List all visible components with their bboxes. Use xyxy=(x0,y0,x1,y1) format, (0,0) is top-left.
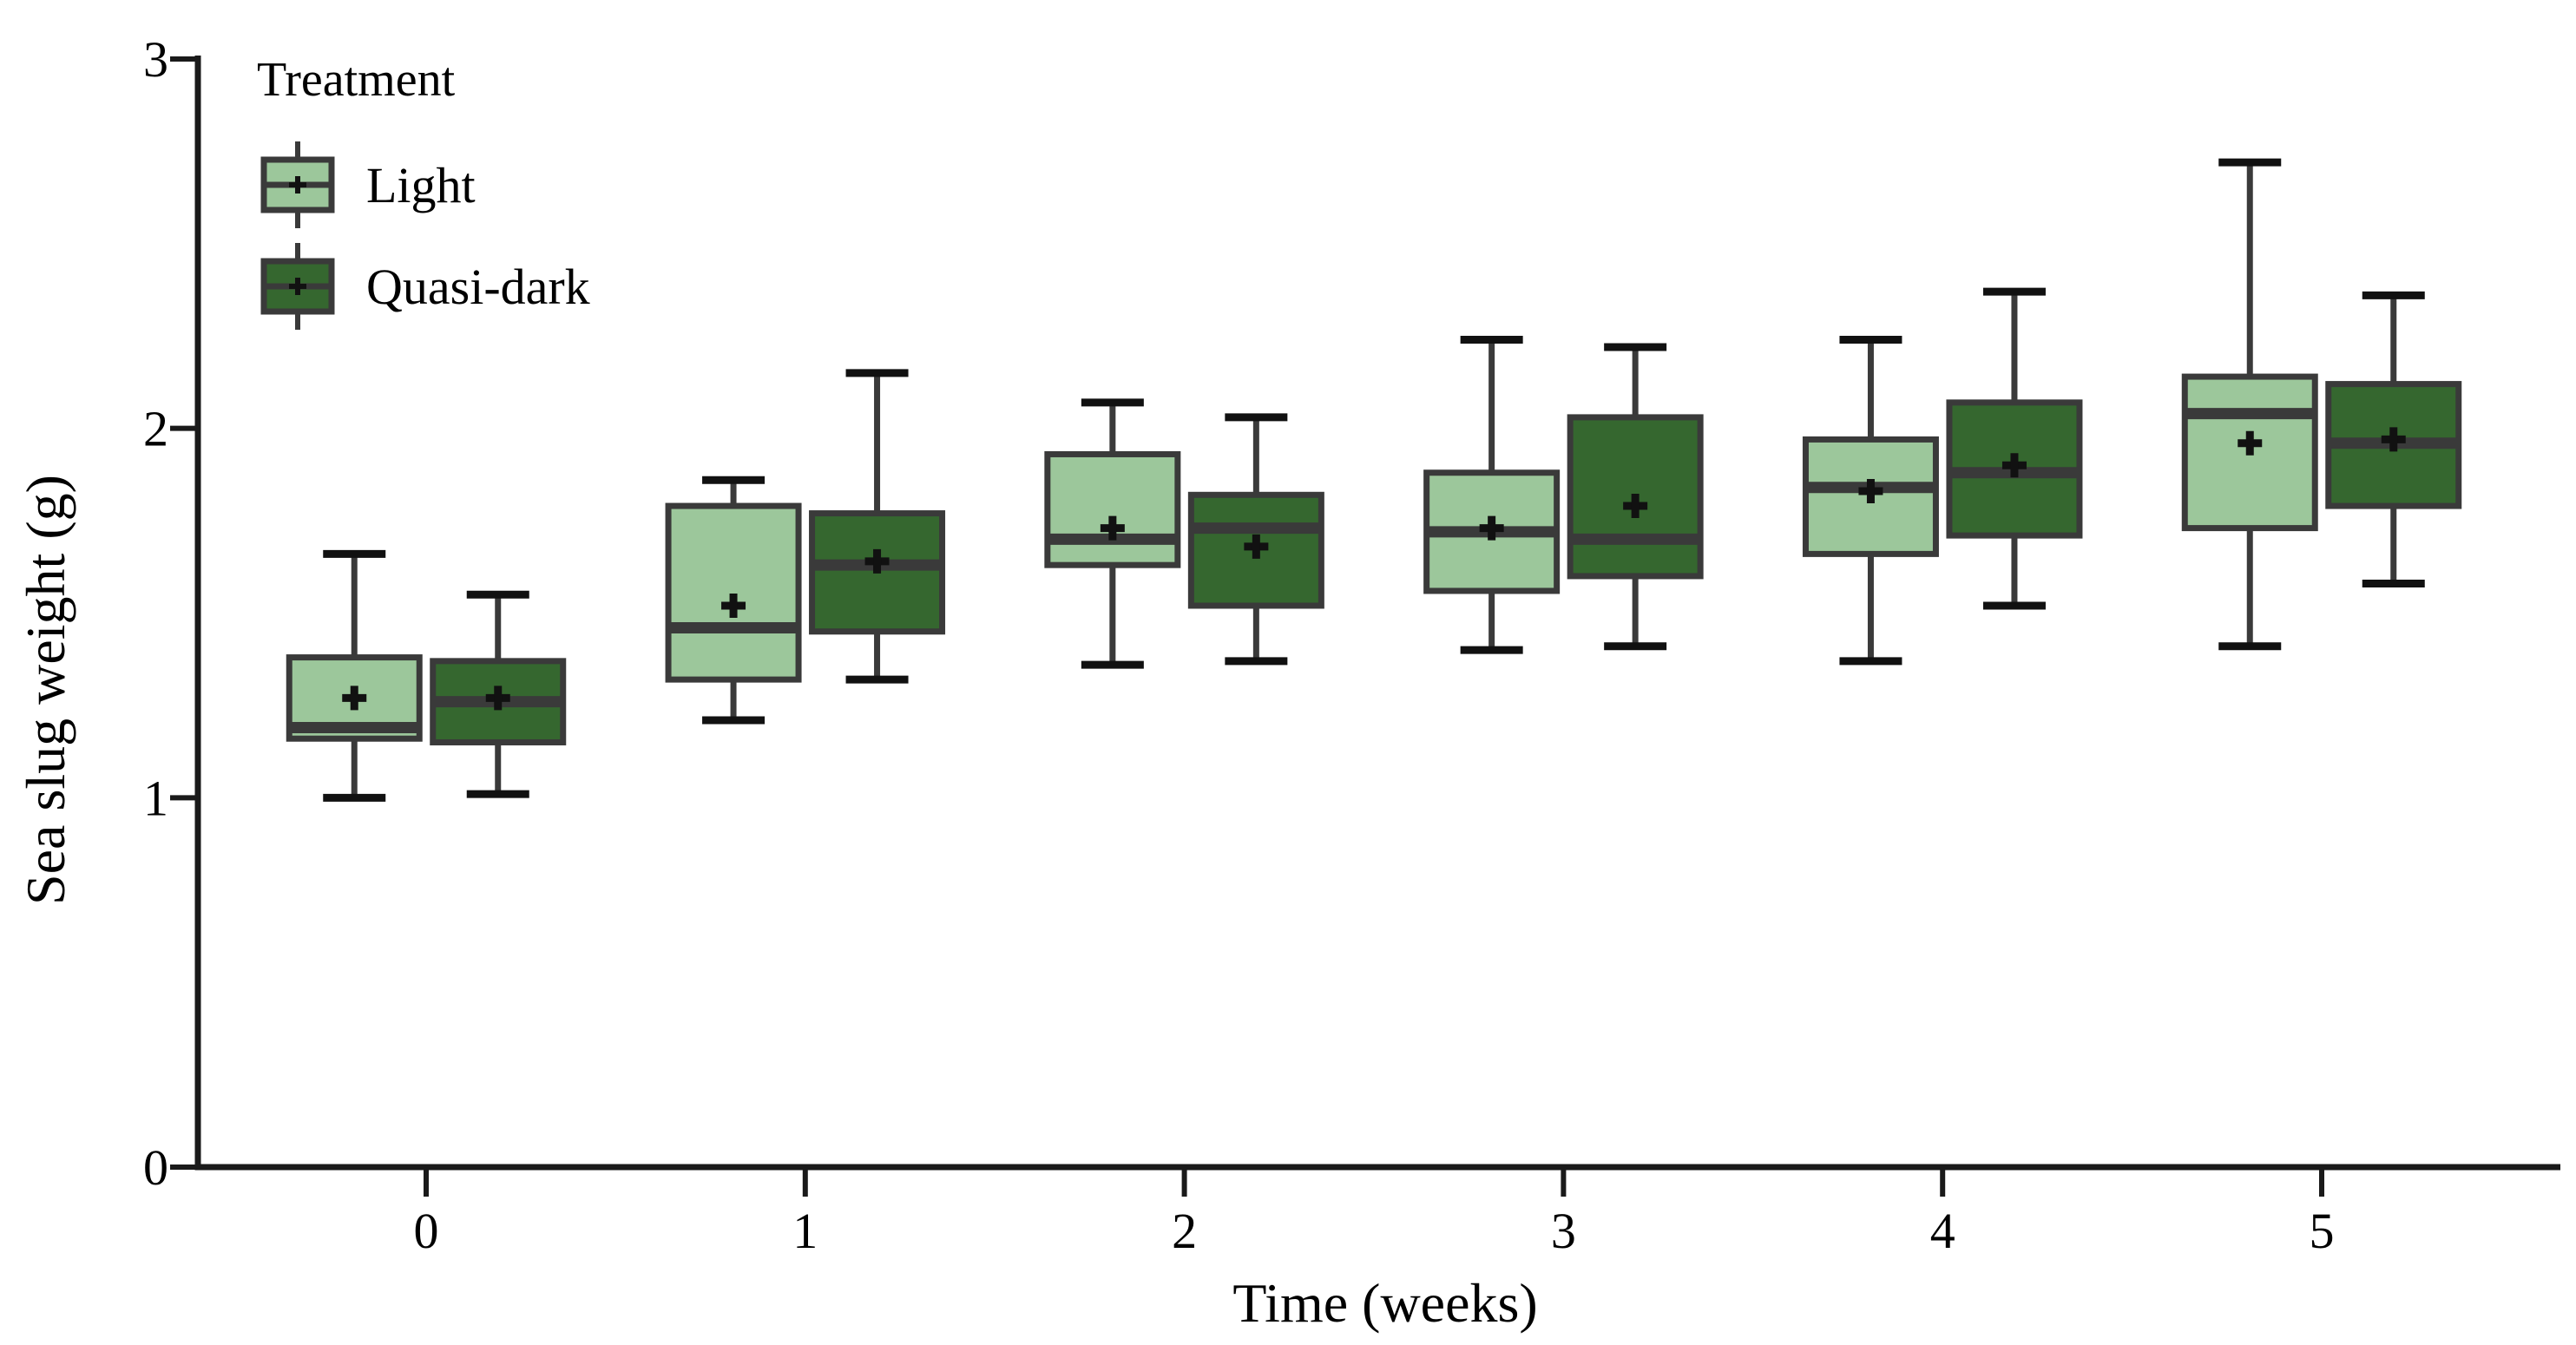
iqr-box xyxy=(1187,491,1324,609)
legend-label: Light xyxy=(366,157,476,213)
legend-item-light: Light xyxy=(260,141,476,228)
iqr-box xyxy=(665,502,802,683)
box-light-week-0 xyxy=(286,549,423,802)
box-light-week-2 xyxy=(1044,398,1181,669)
x-tick-label: 5 xyxy=(2310,1203,2335,1259)
box-light-week-1 xyxy=(665,476,802,725)
box-quasi-dark-week-5 xyxy=(2325,291,2462,587)
y-tick-label: 2 xyxy=(143,401,168,457)
y-tick-label: 0 xyxy=(143,1139,168,1196)
y-axis-title: Sea slug weight (g) xyxy=(15,475,76,905)
x-tick-label: 2 xyxy=(1172,1203,1197,1259)
box-light-week-4 xyxy=(1802,336,1939,666)
box-light-week-3 xyxy=(1423,336,1561,654)
x-tick-label: 0 xyxy=(414,1203,439,1259)
y-tick-label: 1 xyxy=(143,770,168,826)
legend-item-quasi-dark: Quasi-dark xyxy=(260,243,590,330)
box-quasi-dark-week-2 xyxy=(1187,413,1324,666)
y-tick-label: 3 xyxy=(143,31,168,88)
x-tick-label: 4 xyxy=(1930,1203,1955,1259)
iqr-box xyxy=(1044,450,1181,568)
legend-label: Quasi-dark xyxy=(366,259,590,315)
x-axis-title: Time (weeks) xyxy=(1232,1272,1537,1334)
x-tick-label: 3 xyxy=(1551,1203,1576,1259)
box-quasi-dark-week-4 xyxy=(1946,287,2083,610)
box-quasi-dark-week-1 xyxy=(809,369,946,684)
chart-canvas: 0 1 2 3 0 1 2 3 4 5 Light Quasi-dark xyxy=(143,31,2560,1259)
box-light-week-5 xyxy=(2181,158,2318,651)
box-quasi-dark-week-3 xyxy=(1567,343,1704,651)
legend-title: Treatment xyxy=(257,53,456,107)
box-quasi-dark-week-0 xyxy=(430,590,567,798)
x-tick-label: 1 xyxy=(792,1203,818,1259)
